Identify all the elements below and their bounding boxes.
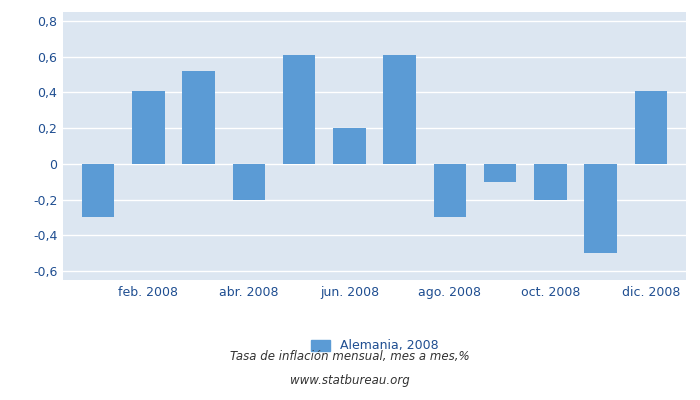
Bar (182, 71, 215, 164)
Bar (132, 91, 164, 164)
Bar (232, 164, 265, 200)
Bar (82, 164, 115, 218)
Bar (634, 91, 667, 164)
Bar (534, 164, 567, 200)
Bar (333, 128, 365, 164)
Legend: Alemania, 2008: Alemania, 2008 (306, 334, 443, 358)
Bar (384, 55, 416, 164)
Bar (584, 164, 617, 253)
Bar (484, 164, 517, 182)
Text: Tasa de inflación mensual, mes a mes,%: Tasa de inflación mensual, mes a mes,% (230, 350, 470, 363)
Bar (433, 164, 466, 218)
Bar (283, 55, 316, 164)
Text: www.statbureau.org: www.statbureau.org (290, 374, 410, 387)
